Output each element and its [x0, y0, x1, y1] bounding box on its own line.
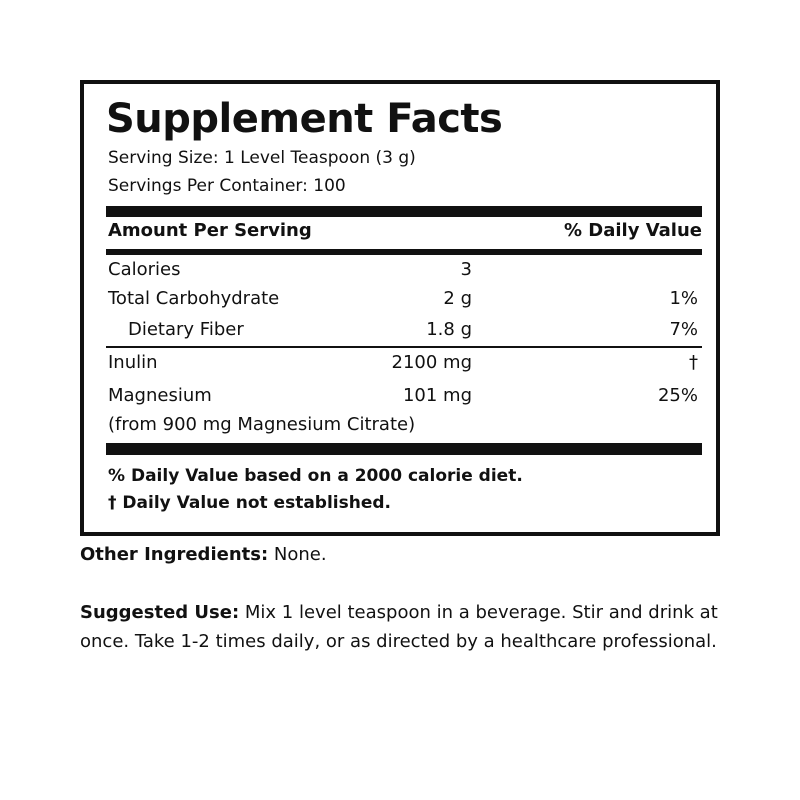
row-dietary-fiber: Dietary Fiber 1.8 g 7% [106, 319, 702, 349]
row-inulin: Inulin 2100 mg † [106, 352, 702, 382]
row-dv: 1% [669, 288, 698, 309]
row-label: Dietary Fiber [128, 319, 244, 340]
suggested-use-label: Suggested Use: [80, 602, 240, 623]
row-magnesium: Magnesium 101 mg 25% [106, 385, 702, 415]
divider-thick [106, 443, 702, 455]
suggested-use-text: Mix 1 level teaspoon in a beverage. Stir… [80, 602, 718, 652]
row-amount: 2 g [443, 288, 472, 309]
row-dv: 7% [669, 319, 698, 340]
row-total-carbohydrate: Total Carbohydrate 2 g 1% [106, 288, 702, 318]
servings-per-container: Servings Per Container: 100 [108, 176, 346, 196]
row-label: Calories [108, 259, 181, 280]
other-ingredients-text: None. [268, 544, 327, 565]
suggested-use: Suggested Use: Mix 1 level teaspoon in a… [80, 598, 720, 656]
amount-per-serving-header: Amount Per Serving [108, 220, 312, 241]
row-amount: 3 [460, 259, 472, 280]
serving-size: Serving Size: 1 Level Teaspoon (3 g) [108, 148, 416, 168]
supplement-facts-panel: Supplement Facts Serving Size: 1 Level T… [80, 80, 720, 536]
row-label: Magnesium [108, 385, 212, 406]
row-amount: 101 mg [402, 385, 472, 406]
panel-title: Supplement Facts [106, 96, 503, 142]
daily-value-header: % Daily Value [563, 220, 702, 241]
other-ingredients-label: Other Ingredients: [80, 544, 269, 565]
row-label: Inulin [108, 352, 158, 373]
divider-thick [106, 206, 702, 217]
footnote-dagger: † Daily Value not established. [108, 493, 392, 513]
row-label: (from 900 mg Magnesium Citrate) [108, 414, 416, 435]
row-dv: 25% [657, 385, 698, 406]
other-ingredients: Other Ingredients: None. [80, 540, 720, 569]
row-label: Total Carbohydrate [108, 288, 280, 309]
footnote-daily-value: % Daily Value based on a 2000 calorie di… [108, 466, 523, 486]
divider-medium [106, 249, 702, 255]
row-dv: † [689, 352, 698, 373]
row-calories: Calories 3 [106, 259, 702, 289]
row-amount: 1.8 g [426, 319, 472, 340]
row-amount: 2100 mg [391, 352, 473, 373]
divider-thin [106, 346, 702, 348]
row-magnesium-source: (from 900 mg Magnesium Citrate) [106, 414, 702, 444]
